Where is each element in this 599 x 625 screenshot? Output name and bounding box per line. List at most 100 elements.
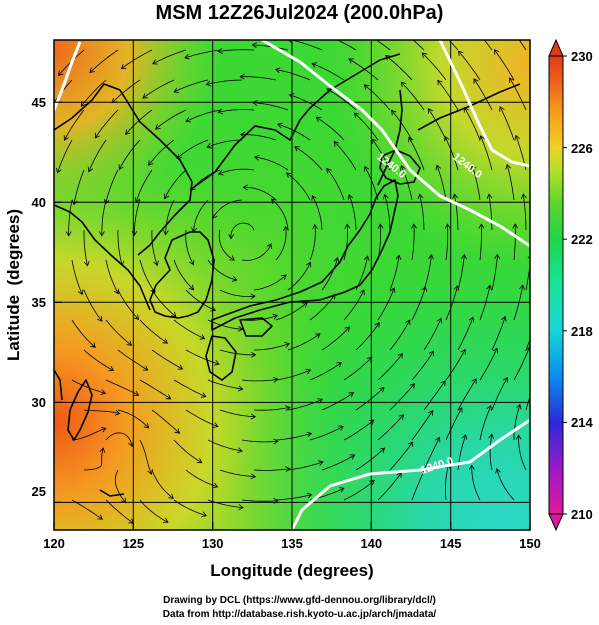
streamline bbox=[421, 52, 447, 81]
streamline bbox=[117, 229, 123, 266]
streamline bbox=[513, 347, 530, 381]
streamline-arrowhead bbox=[242, 184, 248, 191]
streamline-arrowhead bbox=[452, 193, 459, 200]
streamline bbox=[355, 387, 385, 411]
streamline-arrowhead bbox=[237, 385, 244, 392]
streamline-arrowhead bbox=[512, 223, 519, 229]
streamline bbox=[83, 289, 103, 322]
streamline bbox=[105, 259, 119, 294]
streamline-arrowhead bbox=[77, 289, 84, 296]
streamline-arrowhead bbox=[315, 116, 322, 122]
streamline-arrowhead bbox=[237, 447, 243, 454]
streamline-arrowhead bbox=[189, 259, 195, 266]
streamline-arrowhead bbox=[126, 340, 133, 346]
streamline-arrowhead bbox=[188, 284, 195, 291]
streamline-arrowhead bbox=[397, 27, 402, 32]
streamline-arrowhead bbox=[162, 338, 169, 344]
streamline-arrowhead bbox=[371, 138, 377, 144]
streamline-arrowhead bbox=[168, 493, 174, 499]
streamline bbox=[309, 294, 336, 321]
streamline bbox=[479, 224, 482, 261]
streamline bbox=[444, 136, 459, 171]
streamline-arrowhead bbox=[250, 351, 257, 358]
streamline bbox=[165, 199, 175, 235]
streamline bbox=[343, 419, 375, 441]
y-tick-label: 30 bbox=[32, 395, 46, 410]
streamline-arrowhead bbox=[196, 458, 203, 464]
streamline bbox=[479, 405, 492, 441]
streamline bbox=[117, 409, 149, 429]
streamline bbox=[311, 63, 345, 81]
streamline bbox=[139, 499, 169, 523]
streamline bbox=[513, 404, 521, 440]
streamline bbox=[240, 76, 277, 81]
colorbar-tick-label: 222 bbox=[571, 232, 593, 247]
streamline-arrowhead bbox=[108, 366, 115, 372]
streamline-arrowhead bbox=[379, 447, 386, 454]
streamline bbox=[83, 409, 120, 414]
streamline bbox=[525, 338, 530, 351]
streamline bbox=[437, 80, 459, 111]
streamline-arrowhead bbox=[294, 146, 300, 152]
streamline-arrowhead bbox=[217, 169, 224, 176]
streamline-arrowhead bbox=[470, 164, 477, 170]
streamline-arrowhead bbox=[400, 81, 407, 88]
streamline bbox=[218, 109, 255, 113]
streamline bbox=[139, 319, 168, 344]
streamline-arrowhead bbox=[460, 348, 466, 355]
streamline-arrowhead bbox=[444, 135, 450, 142]
streamline bbox=[326, 88, 357, 111]
streamline bbox=[173, 439, 202, 464]
streamline-arrowhead bbox=[460, 253, 467, 260]
streamline bbox=[506, 164, 515, 201]
streamline-arrowhead bbox=[436, 317, 443, 324]
streamline-arrowhead bbox=[201, 511, 208, 518]
streamline bbox=[333, 141, 357, 171]
streamline-arrowhead bbox=[360, 30, 365, 34]
streamline-arrowhead bbox=[344, 223, 351, 229]
streamline-arrowhead bbox=[515, 434, 522, 440]
streamline bbox=[254, 156, 289, 171]
streamline bbox=[185, 109, 221, 122]
streamline bbox=[445, 464, 449, 501]
streamline-arrowhead bbox=[148, 160, 154, 166]
streamline-arrowhead bbox=[199, 334, 206, 340]
streamline-arrowhead bbox=[57, 70, 64, 76]
streamline bbox=[185, 289, 216, 311]
streamline bbox=[275, 494, 312, 501]
streamline-arrowhead bbox=[428, 254, 434, 260]
streamline bbox=[155, 109, 187, 130]
streamline-arrowhead bbox=[251, 42, 257, 49]
streamline bbox=[117, 289, 139, 320]
streamline-arrowhead bbox=[184, 53, 190, 60]
streamline-arrowhead bbox=[379, 386, 385, 393]
streamline-arrowhead bbox=[114, 409, 121, 416]
streamline-arrowhead bbox=[250, 473, 257, 480]
streamline bbox=[408, 137, 425, 171]
streamline bbox=[491, 377, 508, 411]
streamline bbox=[471, 164, 481, 201]
streamline-arrowhead bbox=[284, 342, 291, 348]
streamline bbox=[309, 224, 316, 261]
streamline bbox=[71, 427, 106, 441]
streamline bbox=[164, 169, 187, 199]
streamline-arrowhead bbox=[479, 135, 485, 141]
streamline-arrowhead bbox=[437, 79, 443, 86]
streamline bbox=[253, 343, 290, 351]
streamline bbox=[176, 139, 209, 159]
map-title: MSM 12Z26Jul2024 (200.0hPa) bbox=[155, 2, 444, 24]
streamline bbox=[343, 357, 373, 381]
streamline bbox=[287, 262, 311, 291]
streamline-arrowhead bbox=[90, 342, 96, 348]
streamline-arrowhead bbox=[142, 93, 148, 99]
streamline-arrowhead bbox=[348, 58, 354, 64]
tick-marks bbox=[53, 101, 531, 530]
streamline-arrowhead bbox=[283, 225, 289, 232]
streamline-arrowhead bbox=[118, 164, 124, 170]
streamline bbox=[464, 107, 481, 141]
streamline bbox=[419, 194, 425, 231]
streamline bbox=[287, 333, 321, 351]
streamline-arrowhead bbox=[468, 464, 475, 470]
streamline bbox=[121, 49, 153, 70]
streamline bbox=[241, 499, 278, 502]
